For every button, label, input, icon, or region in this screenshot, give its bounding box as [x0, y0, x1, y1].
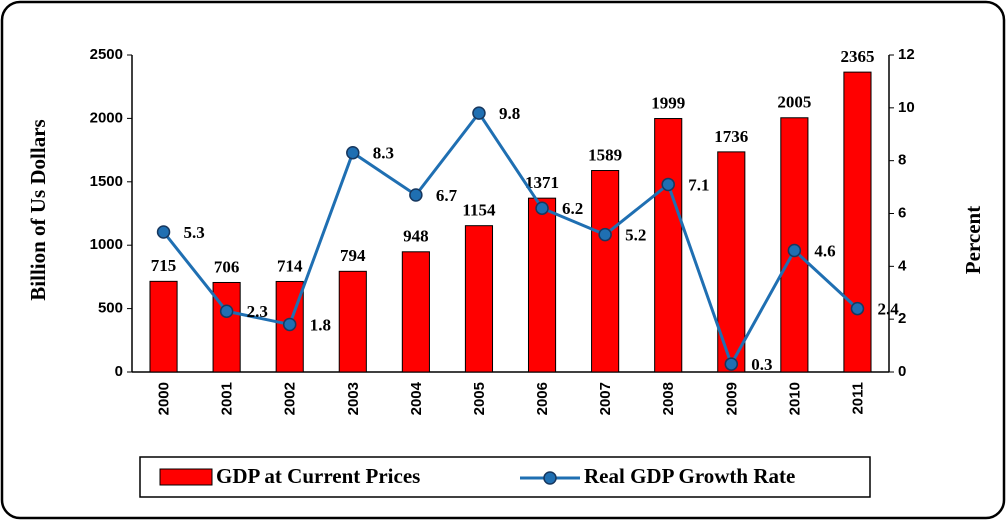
bar-value-label: 794 — [340, 246, 366, 265]
bar-value-label: 714 — [277, 256, 303, 275]
line-value-label: 2.3 — [247, 302, 268, 321]
legend-marker — [543, 471, 557, 485]
bar-value-label: 706 — [214, 257, 240, 276]
bar — [149, 280, 178, 373]
x-tick-label: 2003 — [345, 382, 362, 415]
bar-value-label: 1736 — [714, 127, 748, 146]
y2-tick-label: 8 — [898, 152, 906, 169]
line-marker — [472, 106, 486, 120]
bar — [591, 170, 620, 373]
line-value-label: 6.7 — [436, 186, 458, 205]
line-marker — [724, 357, 739, 371]
y2-tick-label: 10 — [898, 99, 915, 116]
x-tick-label: 2005 — [471, 382, 488, 415]
x-tick-label: 2011 — [849, 382, 866, 415]
line-value-label: 0.3 — [751, 355, 772, 374]
bar — [527, 197, 557, 373]
line-value-label: 5.3 — [184, 223, 205, 242]
line-marker — [535, 201, 549, 215]
line-value-label: 2.4 — [877, 300, 899, 319]
bar-value-label: 948 — [403, 227, 429, 246]
x-tick-label: 2004 — [408, 381, 425, 415]
y2-tick-label: 0 — [898, 363, 906, 380]
y-tick-label: 1000 — [90, 236, 123, 253]
bar-value-label: 2005 — [777, 93, 811, 112]
line-value-label: 5.2 — [625, 226, 646, 245]
line-value-label: 8.3 — [373, 144, 394, 163]
y2-tick-label: 12 — [898, 46, 915, 63]
bar — [464, 225, 494, 373]
line-value-label: 6.2 — [562, 199, 583, 218]
legend-swatch — [159, 468, 213, 486]
legend-label: GDP at Current Prices — [216, 464, 420, 488]
line-marker — [156, 225, 171, 239]
x-tick-label: 2008 — [660, 382, 677, 415]
x-tick-label: 2009 — [723, 382, 740, 415]
y2-tick-label: 4 — [898, 257, 907, 274]
y2-tick-label: 2 — [898, 310, 906, 327]
line-marker — [787, 243, 802, 258]
line-marker — [219, 304, 234, 318]
bar — [338, 270, 367, 373]
line-marker — [850, 301, 865, 316]
line — [162, 110, 859, 368]
bar — [212, 281, 241, 373]
line-marker — [598, 227, 612, 242]
y2-tick-label: 6 — [898, 204, 906, 221]
legend-box — [139, 456, 871, 498]
y-tick-label: 0 — [115, 363, 123, 380]
bar-value-label: 2365 — [840, 47, 874, 66]
x-tick-label: 2006 — [534, 382, 551, 415]
line-marker — [346, 145, 360, 160]
line-marker — [409, 188, 423, 202]
y2-axis-label: Percent — [961, 206, 985, 274]
x-tick-label: 2007 — [597, 382, 614, 415]
legend-label: Real GDP Growth Rate — [584, 464, 795, 488]
y-tick-label: 2000 — [90, 109, 123, 126]
x-tick-label: 2001 — [219, 382, 236, 415]
bar — [843, 71, 872, 373]
y-tick-label: 1500 — [90, 173, 123, 190]
x-tick-label: 2002 — [282, 382, 299, 415]
bar-value-label: 1999 — [651, 93, 685, 112]
line-value-label: 7.1 — [688, 175, 709, 194]
x-tick-label: 2000 — [156, 382, 173, 415]
bar-value-label: 1589 — [588, 145, 622, 164]
line-value-label: 4.6 — [814, 241, 835, 260]
y-axis-label: Billion of Us Dollars — [26, 119, 50, 300]
y-tick-label: 500 — [98, 300, 123, 317]
line-value-label: 1.8 — [310, 315, 331, 334]
x-tick-label: 2010 — [786, 382, 803, 415]
bar-value-label: 1154 — [462, 201, 496, 220]
bar — [401, 251, 430, 373]
y-tick-label: 2500 — [90, 46, 123, 63]
bar-value-label: 1371 — [525, 173, 559, 192]
line-value-label: 9.8 — [499, 104, 520, 123]
bar-value-label: 715 — [151, 256, 177, 275]
bar — [654, 118, 683, 373]
line-marker — [282, 317, 297, 332]
line-marker — [661, 177, 675, 192]
